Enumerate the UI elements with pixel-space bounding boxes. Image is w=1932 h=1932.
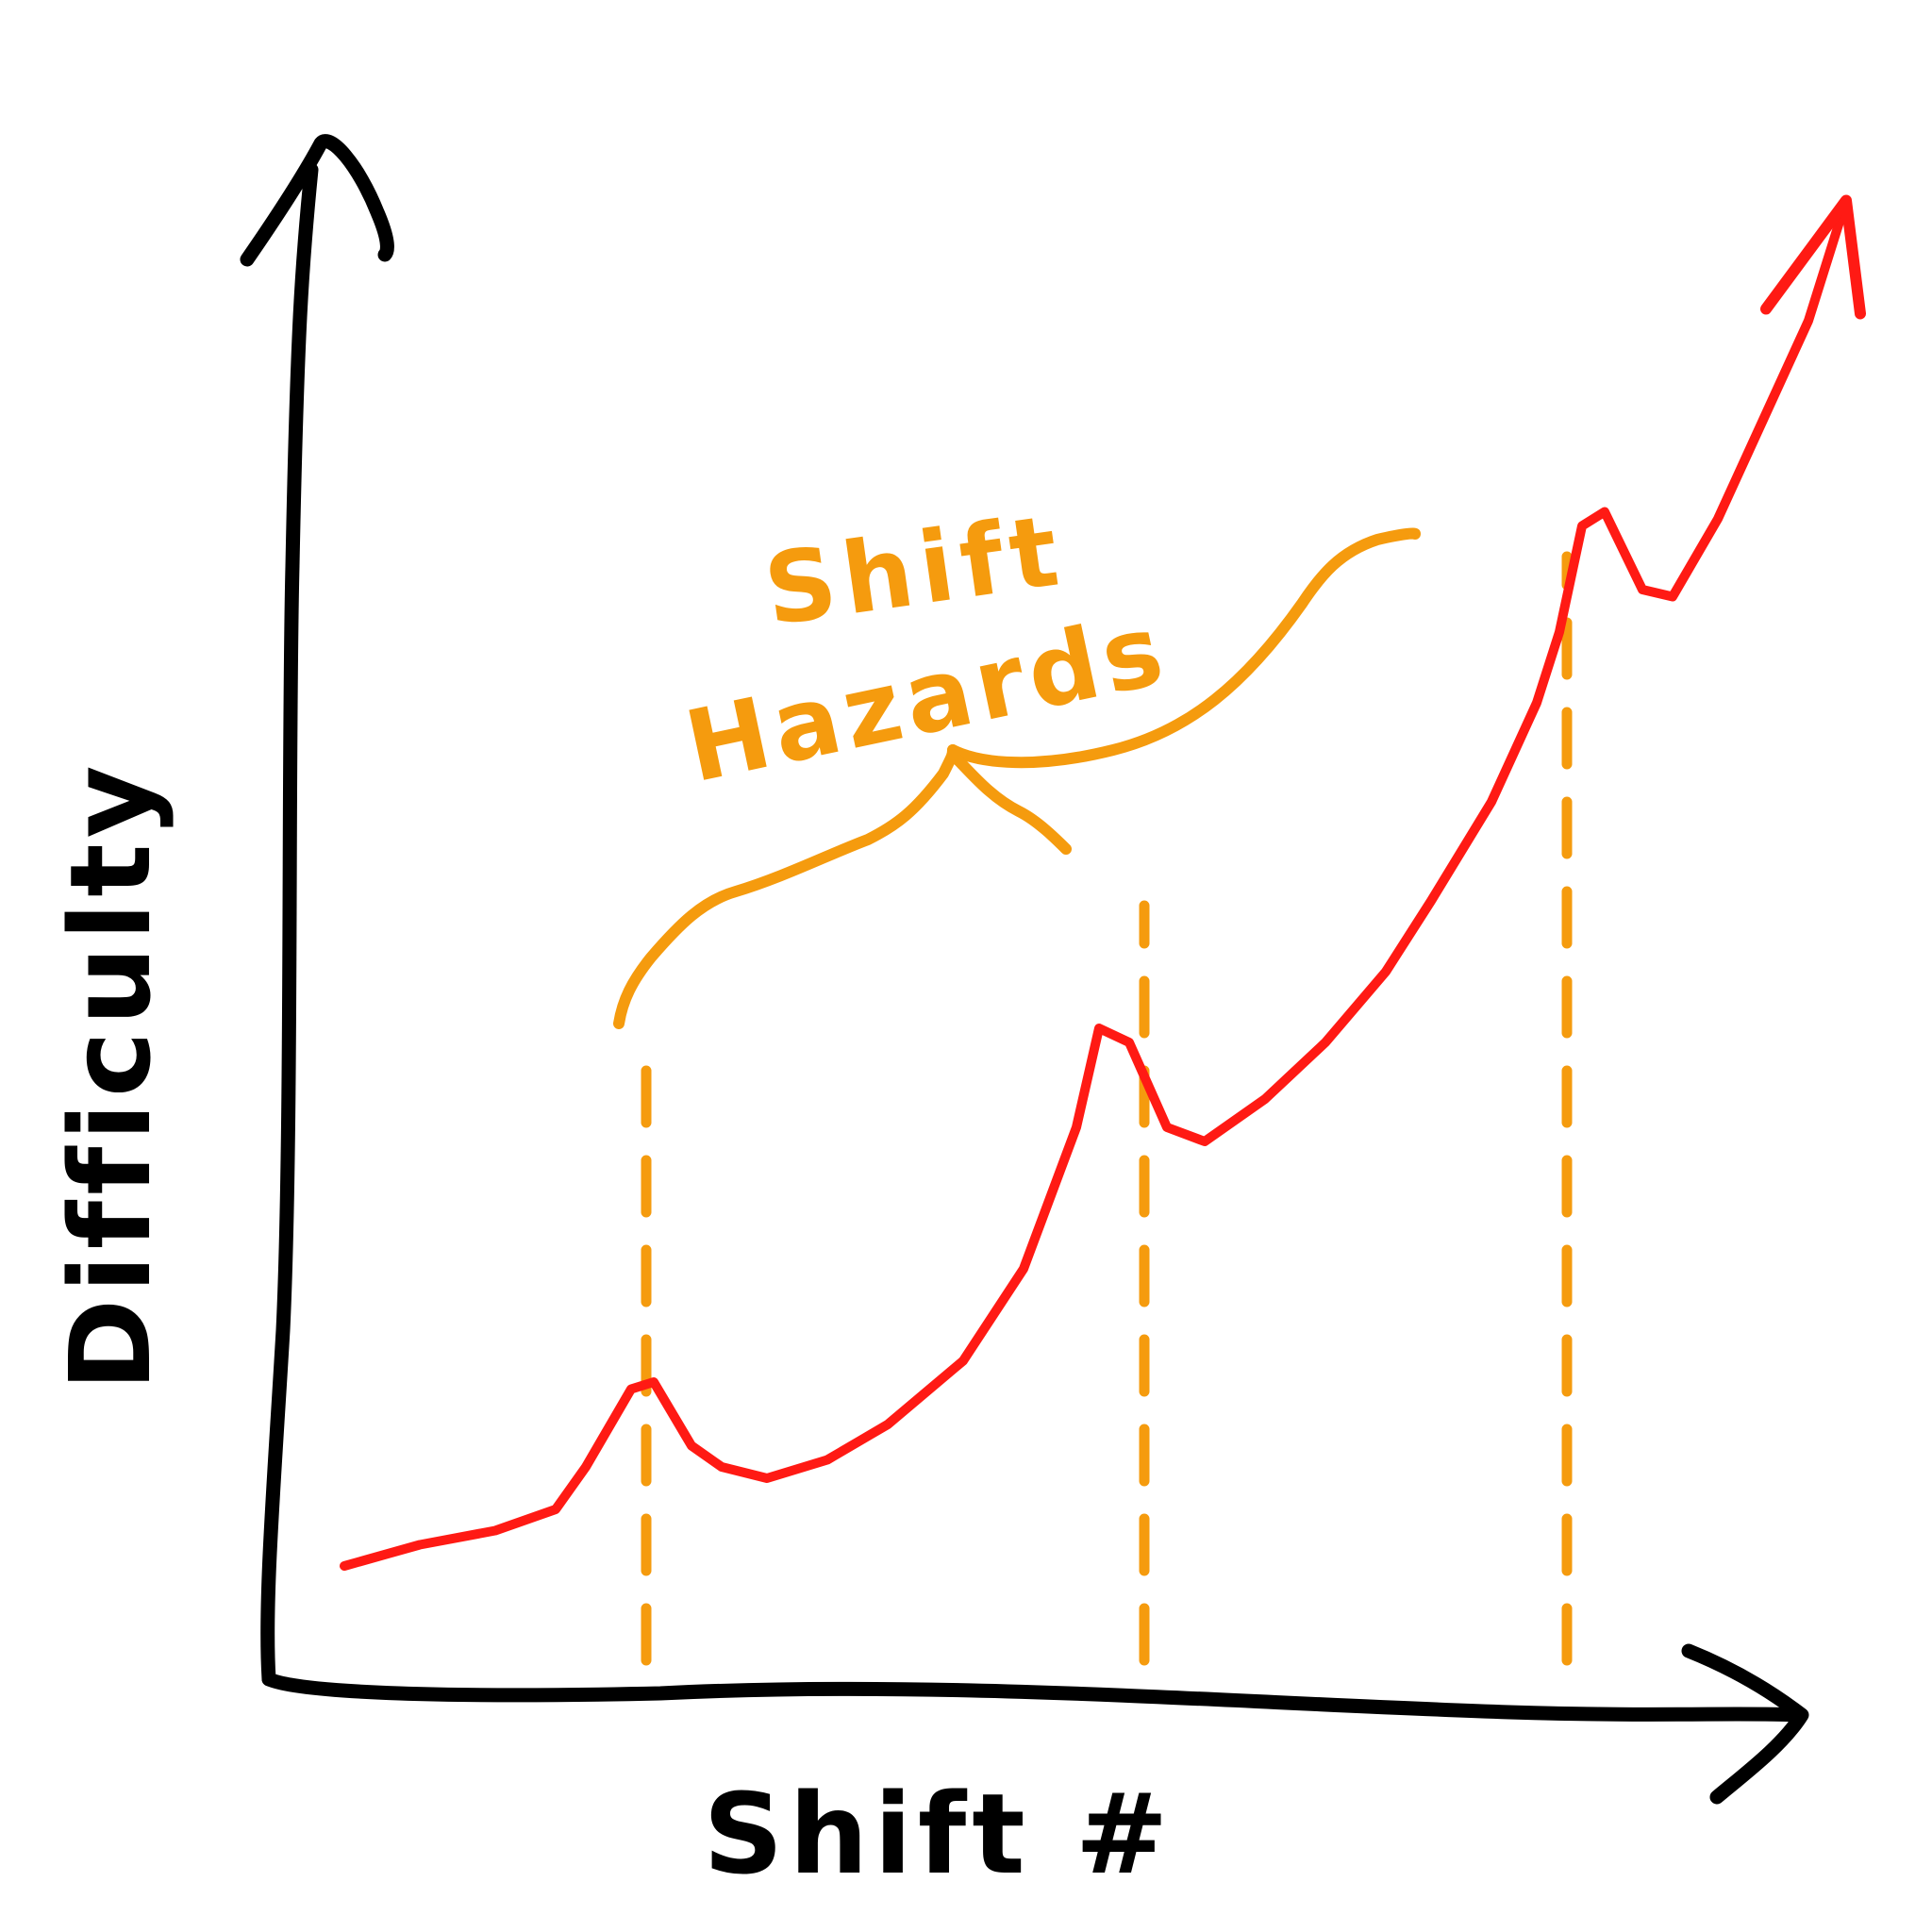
series-1-point-8	[691, 1445, 692, 1447]
y-axis-label: Difficulty	[45, 759, 175, 1391]
series-1-point-13	[962, 1360, 964, 1362]
y-axis-line	[260, 162, 319, 1687]
series-1-point-29	[1641, 589, 1643, 591]
series-1-point-33	[1807, 320, 1809, 322]
series-group	[340, 194, 1866, 1571]
series-1-point-21	[1324, 1041, 1326, 1043]
series-1-point-27	[1581, 525, 1583, 527]
series-1-point-30	[1672, 596, 1674, 598]
series-1-point-22	[1385, 971, 1387, 973]
series-1-point-6	[630, 1389, 632, 1391]
series-1-point-1	[343, 1565, 345, 1567]
series-1-point-9	[721, 1466, 723, 1468]
series-1-point-5	[585, 1466, 587, 1468]
hazards-bracket-right	[947, 527, 1421, 769]
series-1-point-23	[1430, 900, 1432, 902]
series-1-point-17	[1128, 1041, 1130, 1043]
x-axis-arrowhead	[1681, 1643, 1809, 1805]
x-axis-label: Shift #	[703, 1769, 1174, 1899]
series-1-point-16	[1098, 1027, 1100, 1029]
series-1-point-31	[1717, 518, 1719, 520]
hazards-callout	[613, 527, 1421, 1029]
axes	[240, 134, 1809, 1805]
series-1-arrowhead	[1760, 194, 1866, 320]
series-1-point-15	[1075, 1126, 1077, 1128]
series-1-point-14	[1023, 1268, 1024, 1270]
series-1-point-3	[494, 1530, 496, 1532]
series-1-point-32	[1762, 419, 1764, 421]
y-axis-arrowhead	[240, 134, 394, 267]
series-line-1	[340, 195, 1851, 1571]
series-1-point-24	[1491, 801, 1492, 803]
hazard-markers	[641, 551, 1573, 1666]
series-1-point-4	[555, 1508, 557, 1510]
series-1-point-10	[766, 1477, 768, 1479]
x-axis-line	[261, 1672, 1805, 1723]
series-1-point-28	[1604, 511, 1606, 513]
hazards-bracket-left	[613, 744, 958, 1029]
series-1-point-7	[653, 1381, 655, 1383]
series-1-point-2	[419, 1544, 421, 1546]
series-1-point-18	[1166, 1126, 1168, 1128]
series-1-point-19	[1204, 1141, 1206, 1142]
series-1-point-20	[1264, 1098, 1266, 1100]
series-1-point-12	[887, 1424, 889, 1425]
hazards-bracket-tick	[947, 749, 1072, 855]
series-1-point-25	[1536, 702, 1538, 704]
series-1-point-11	[826, 1459, 828, 1461]
series-1-point-26	[1558, 631, 1560, 633]
